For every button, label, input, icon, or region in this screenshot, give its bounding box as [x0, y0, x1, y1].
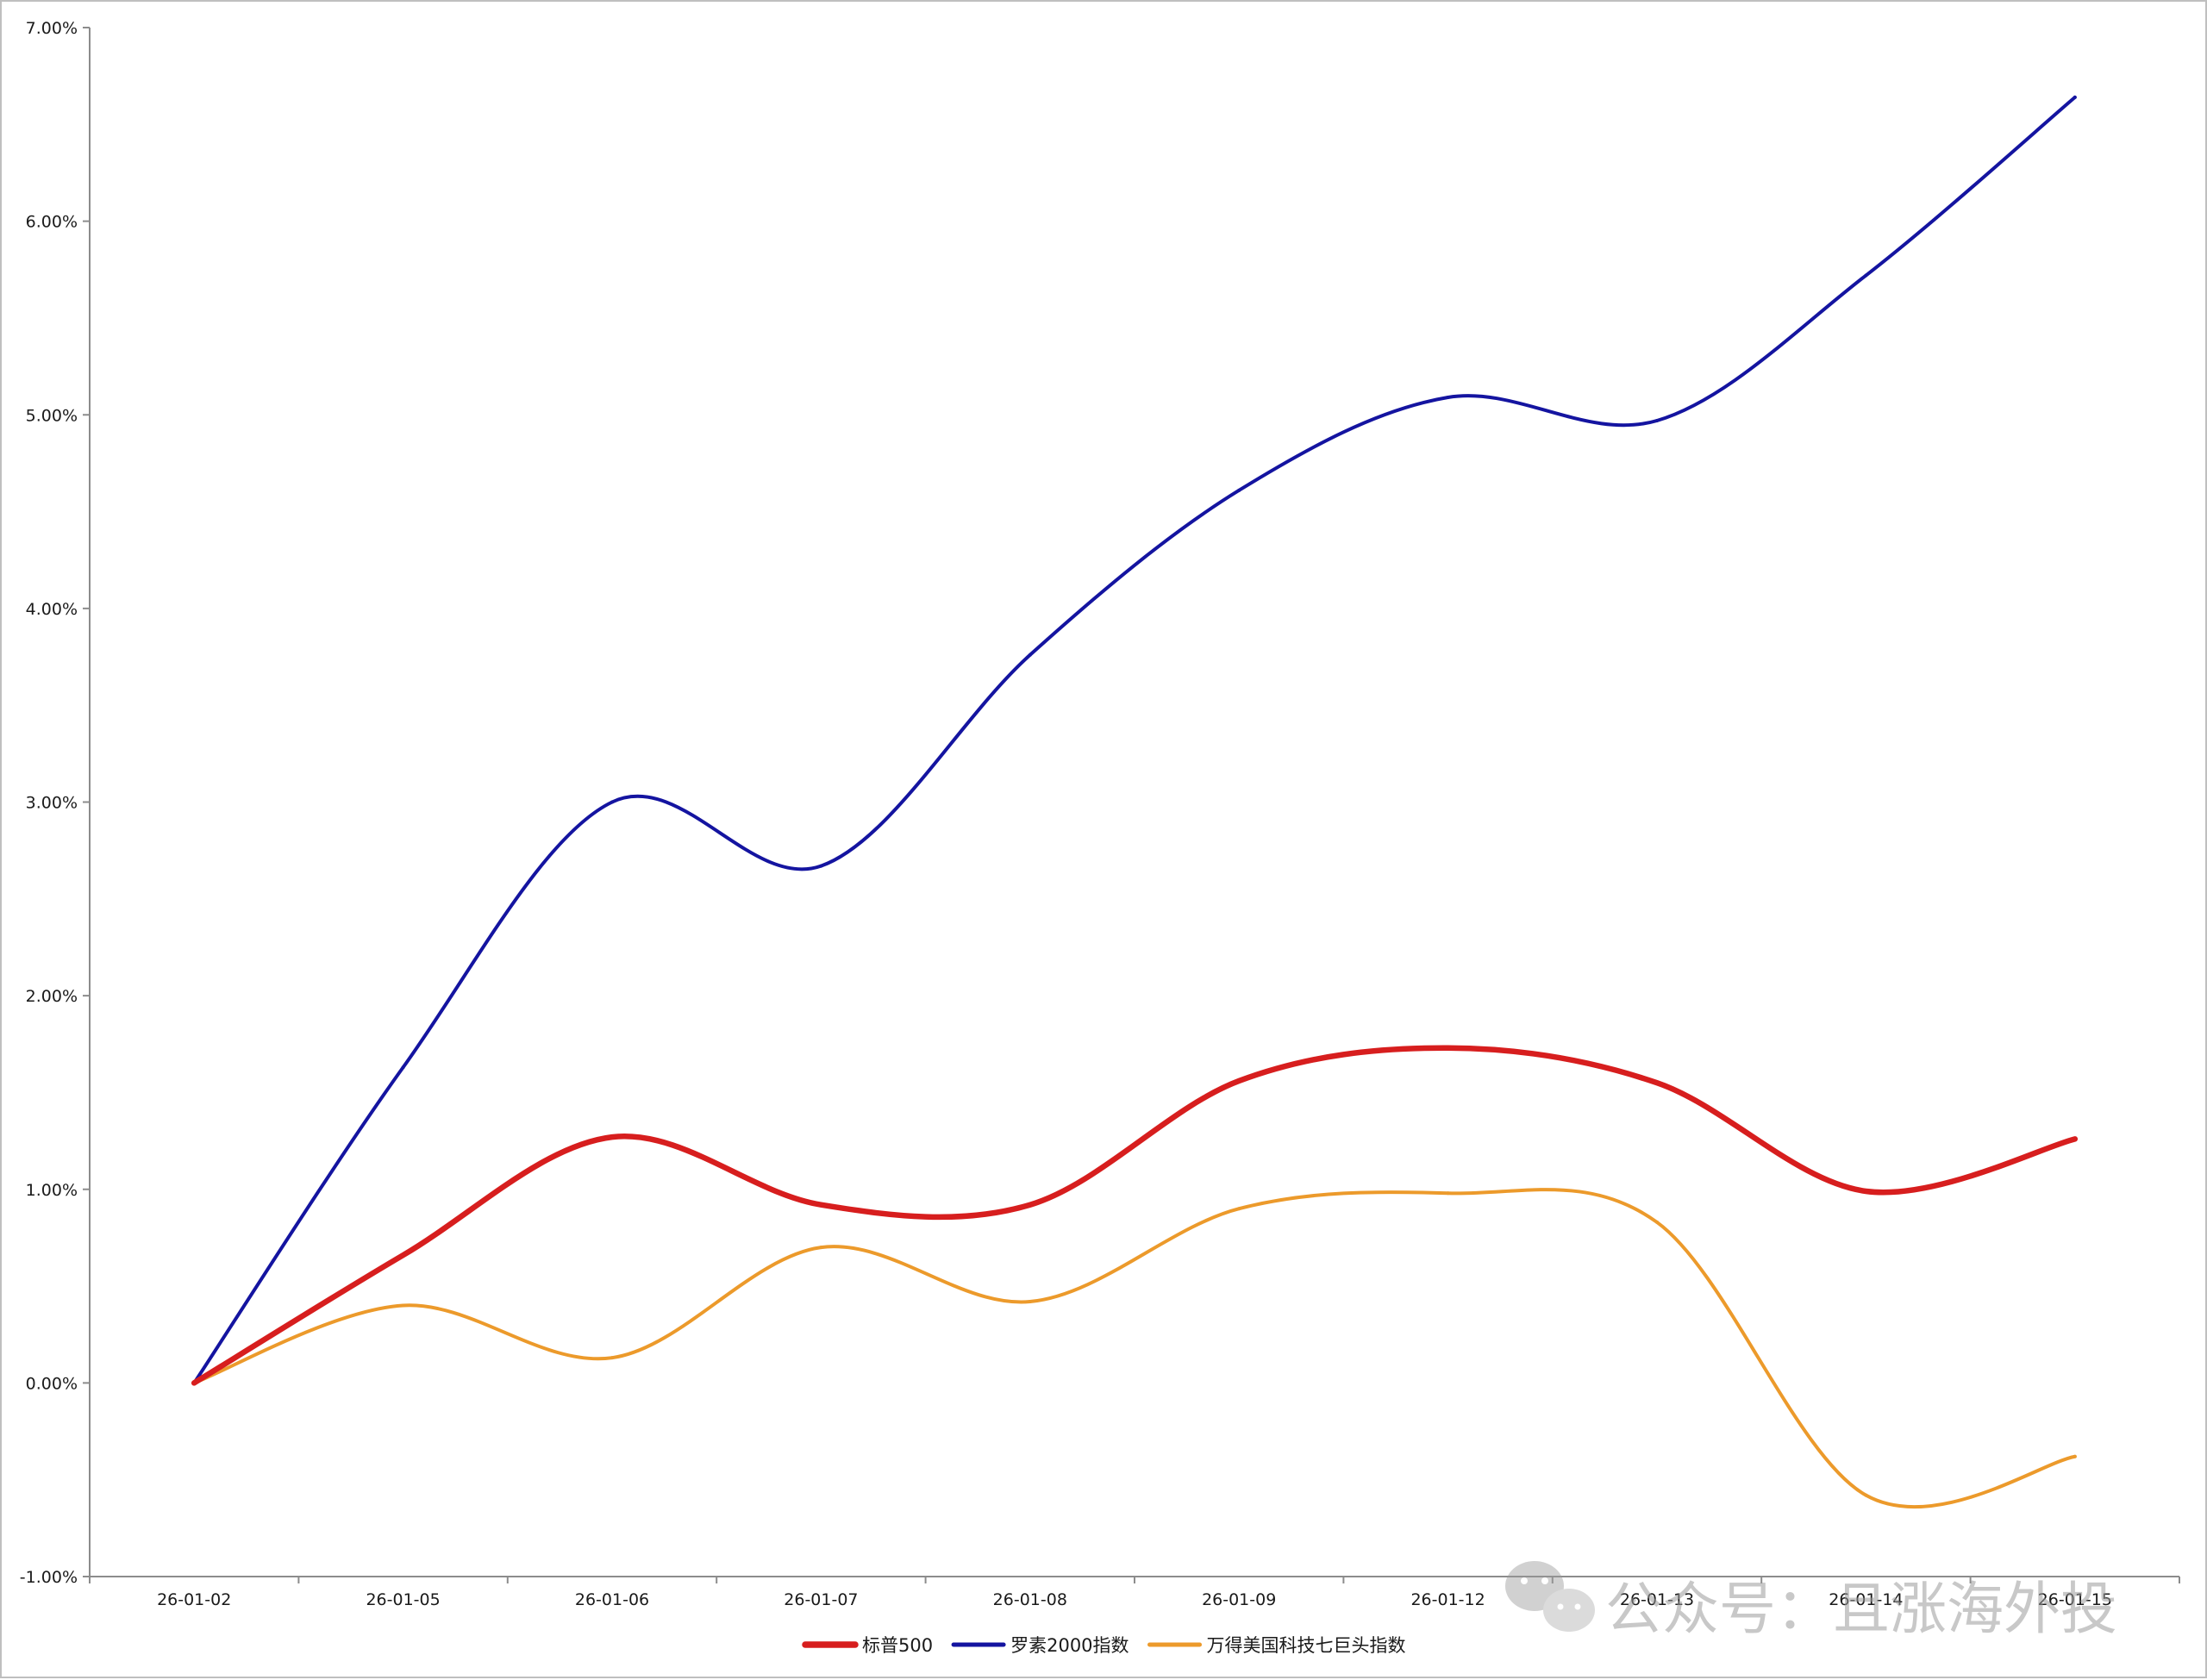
watermark: 公众号：且涨海外投 [1505, 1561, 2117, 1642]
data-point [2073, 95, 2077, 99]
data-point [1237, 488, 1241, 492]
data-point [1446, 1191, 1450, 1196]
data-point [1655, 1220, 1659, 1224]
data-point [1655, 418, 1659, 422]
y-tick-label: 6.00% [26, 213, 78, 232]
y-tick-label: 0.00% [26, 1374, 78, 1393]
y-tick-label: -1.00% [20, 1568, 78, 1587]
data-point [1446, 1046, 1450, 1050]
x-tick-label: 26-01-14 [1829, 1590, 1903, 1609]
x-tick-label: 26-01-15 [2038, 1590, 2112, 1609]
y-tick-label: 3.00% [26, 794, 78, 813]
data-point [2073, 1137, 2077, 1141]
watermark-text: 公众号：且涨海外投 [1605, 1576, 2117, 1642]
data-point [1028, 1300, 1032, 1304]
data-point [1446, 396, 1450, 400]
data-point [610, 1356, 614, 1360]
data-point [192, 1381, 197, 1385]
data-point [1864, 1493, 1868, 1497]
legend-label: 标普500 [862, 1635, 933, 1656]
y-tick-label: 5.00% [26, 406, 78, 425]
x-tick-label: 26-01-13 [1620, 1590, 1694, 1609]
data-point [1237, 1078, 1241, 1083]
data-point [2073, 1454, 2077, 1458]
data-point [1864, 1189, 1868, 1193]
x-tick-label: 26-01-05 [366, 1590, 440, 1609]
wechat-icon [1505, 1561, 1595, 1632]
data-point [401, 1253, 405, 1258]
series-line-2 [192, 1188, 2077, 1509]
series-line-0 [191, 1045, 2079, 1386]
data-point [610, 800, 614, 804]
x-tick-label: 26-01-12 [1410, 1590, 1485, 1609]
x-tick-label: 26-01-09 [1202, 1590, 1276, 1609]
data-point [1655, 1081, 1659, 1085]
data-point [401, 1303, 405, 1308]
data-point [610, 1135, 614, 1140]
x-tick-label: 26-01-06 [575, 1590, 649, 1609]
data-point [819, 864, 823, 868]
series-line-1 [192, 95, 2077, 1385]
data-point [1237, 1207, 1241, 1211]
legend-label: 万得美国科技七巨头指数 [1207, 1635, 1406, 1656]
data-point [819, 1202, 823, 1207]
y-tick-label: 1.00% [26, 1181, 78, 1200]
data-point [1028, 653, 1032, 657]
data-point [819, 1246, 823, 1250]
y-tick-label: 2.00% [26, 987, 78, 1006]
x-tick-label: 26-01-07 [784, 1590, 858, 1609]
data-point [1864, 273, 1868, 278]
legend: 标普500 罗素2000指数 万得美国科技七巨头指数 [802, 1635, 1406, 1656]
x-tick-label: 26-01-02 [157, 1590, 231, 1609]
series-lines [191, 95, 2079, 1509]
legend-label: 罗素2000指数 [1010, 1635, 1129, 1656]
y-tick-label: 4.00% [26, 600, 78, 619]
data-point [1028, 1202, 1032, 1207]
axes: -1.00% 0.00% 1.00% 2.00% 3.00% 4.00% 5.00% 6.00… [20, 19, 2180, 1609]
x-tick-label: 26-01-08 [993, 1590, 1067, 1609]
y-tick-label: 7.00% [26, 19, 78, 38]
data-point [401, 1065, 405, 1070]
